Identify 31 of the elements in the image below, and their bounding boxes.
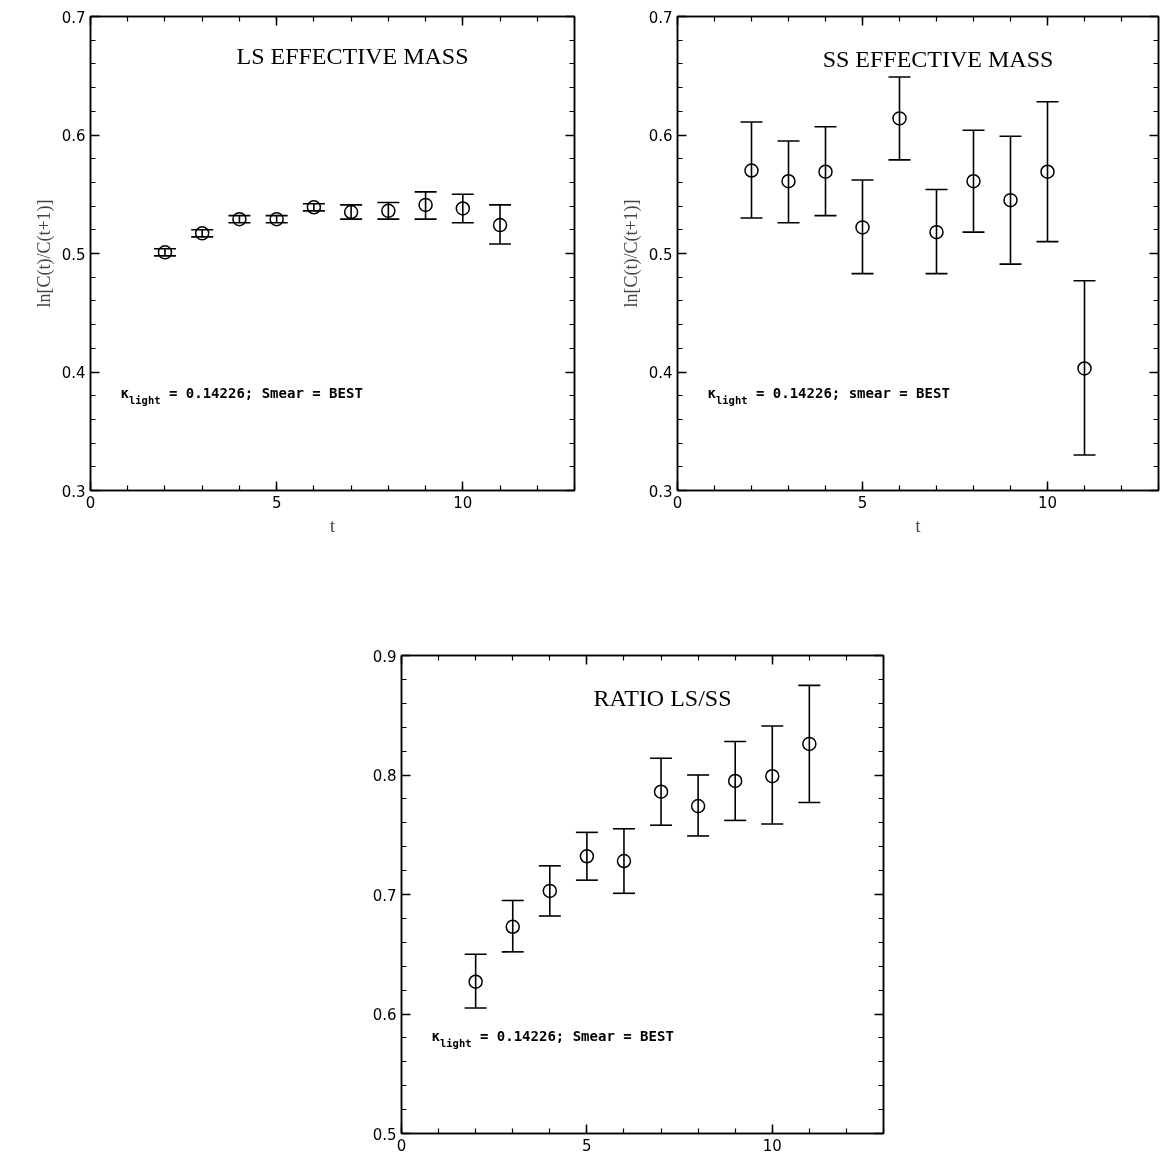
y-tick-label: 0.9	[372, 647, 397, 666]
text: SS EFFECTIVE MASS	[822, 45, 1054, 72]
x-axis-title: t	[915, 515, 921, 536]
y-axis-title: ln[C(t)/C(t+1)]	[33, 199, 55, 308]
x-tick-label: 0	[672, 493, 683, 512]
y-tick-label: 0.8	[372, 767, 397, 785]
x-tick-label: 10	[1037, 493, 1058, 512]
y-tick-label: 0.5	[372, 1125, 397, 1144]
y-tick-label: 0.4	[648, 364, 673, 382]
y-tick-label: 0.4	[61, 364, 86, 382]
text: LS EFFECTIVE MASS	[236, 42, 469, 69]
y-tick-label: 0.7	[372, 886, 397, 905]
y-axis-title: ln[C(t)/C(t+1)]	[620, 199, 642, 308]
x-tick-label: 0	[85, 493, 96, 512]
x-axis-title: t	[330, 515, 336, 536]
y-tick-label: 0.5	[648, 245, 673, 264]
y-tick-label: 0.7	[648, 8, 673, 27]
x-tick-label: 5	[271, 493, 282, 512]
y-tick-label: 0.3	[648, 482, 673, 501]
x-tick-label: 10	[762, 1136, 782, 1155]
y-tick-label: 0.3	[61, 482, 86, 501]
x-tick-label: 0	[396, 1136, 407, 1155]
y-tick-label: 0.6	[61, 127, 86, 145]
y-tick-label: 0.5	[61, 245, 86, 264]
x-tick-label: 5	[582, 1136, 592, 1155]
x-tick-label: 5	[857, 493, 868, 512]
y-tick-label: 0.6	[648, 127, 673, 145]
y-tick-label: 0.6	[372, 1006, 397, 1024]
y-tick-label: 0.7	[61, 8, 86, 27]
x-tick-label: 10	[453, 493, 473, 512]
text: RATIO LS/SS	[593, 684, 732, 711]
